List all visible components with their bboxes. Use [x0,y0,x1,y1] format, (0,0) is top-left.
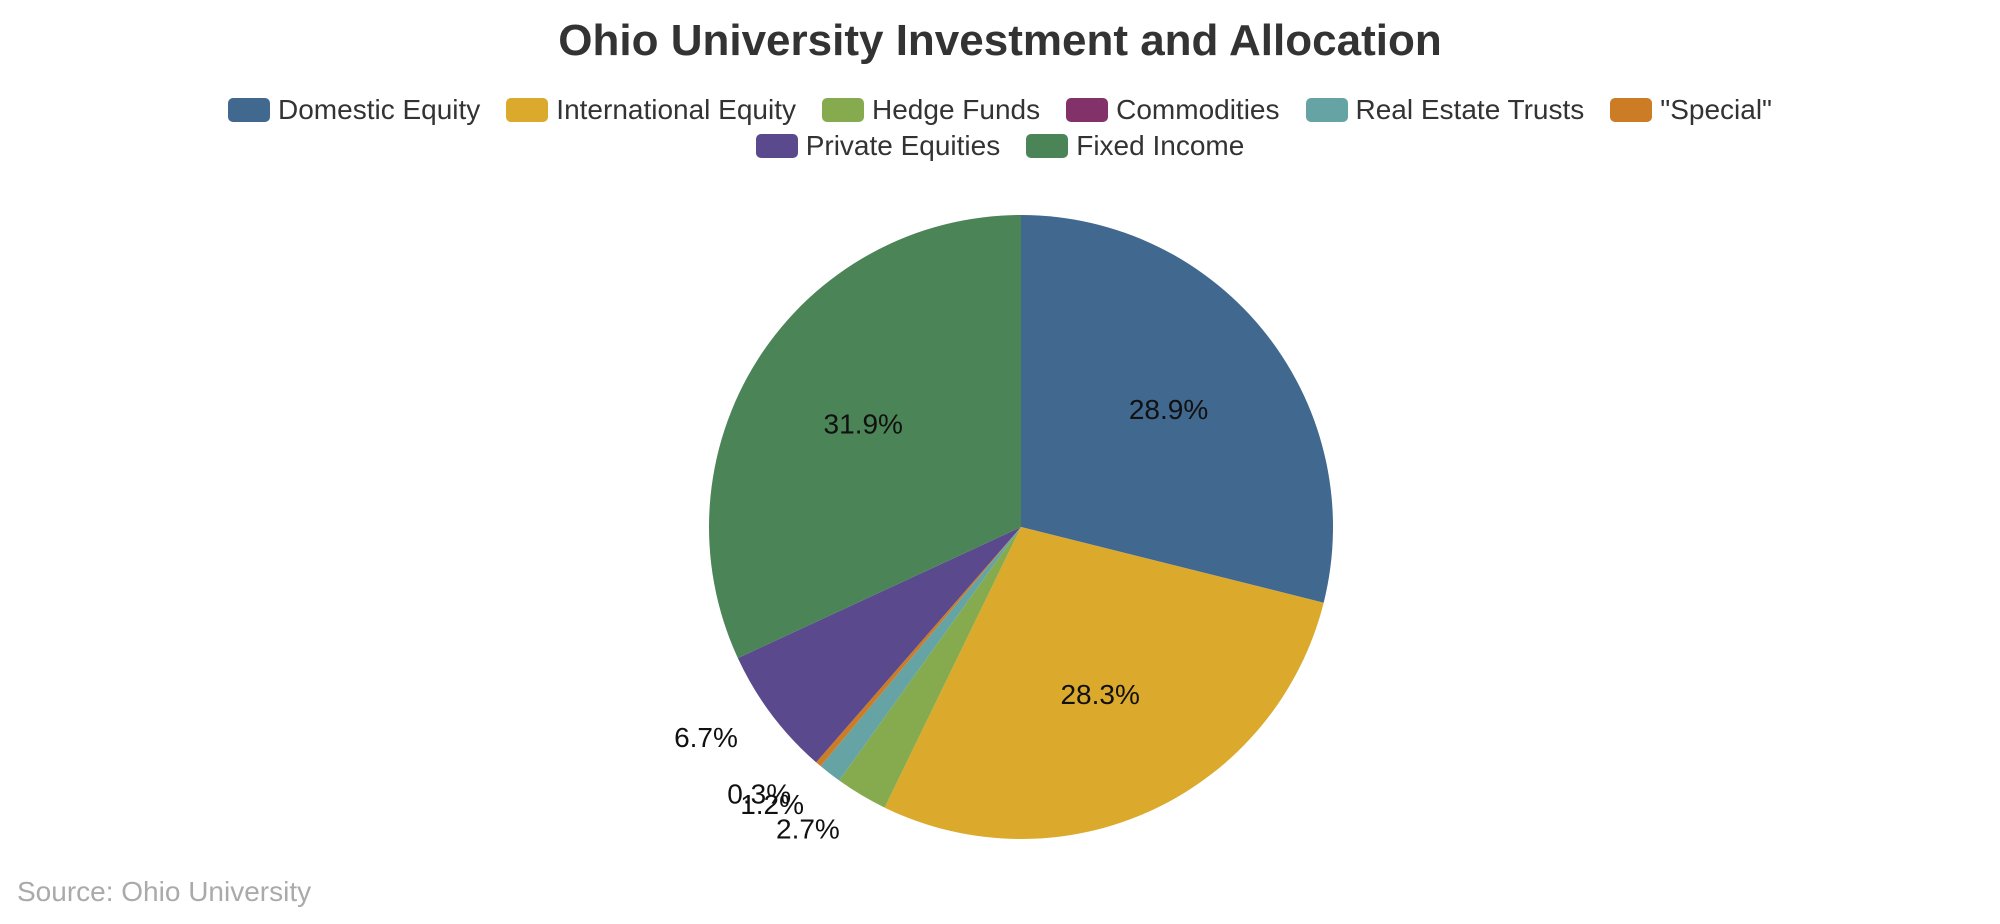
data-label-domestic-equity: 28.9% [1129,394,1208,425]
pie-slice-hedge-funds[interactable] [839,527,1021,808]
pie-slice-international-equity[interactable] [884,527,1324,840]
legend-label: Fixed Income [1076,130,1245,161]
pie-slice-special[interactable] [816,527,1021,767]
legend-label: Hedge Funds [872,94,1041,125]
legend-row-1: Domestic Equity International Equity Hed… [0,94,2000,125]
chart-title: Ohio University Investment and Allocatio… [558,16,1442,65]
data-label-fixed-income: 31.9% [824,409,903,440]
data-label-private-equities: 6.7% [674,722,738,753]
legend-item-fixed-income[interactable]: Fixed Income [1026,130,1245,161]
legend-item-international-equity[interactable]: International Equity [506,94,797,125]
legend-item-commodities[interactable]: Commodities [1066,94,1280,125]
legend-swatch [228,98,270,122]
legend-label: Commodities [1116,94,1280,125]
pie-slice-private-equities[interactable] [737,527,1021,763]
legend: Domestic Equity International Equity Hed… [0,94,2000,168]
legend-swatch [755,134,798,158]
source-note: Source: Ohio University [17,876,312,907]
data-label-international-equity: 28.3% [1060,679,1139,710]
legend-label: Private Equities [805,130,1001,161]
pie-slice-fixed-income[interactable] [709,215,1021,659]
legend-label: International Equity [556,94,797,125]
legend-swatch [1066,98,1109,122]
data-label-real-estate-trusts: 1.2% [740,789,804,820]
legend-row-2: Private Equities Fixed Income [0,130,2000,161]
legend-swatch [506,98,549,122]
legend-swatch [1610,98,1653,122]
legend-item-domestic-equity[interactable]: Domestic Equity [228,94,481,125]
legend-label: Real Estate Trusts [1355,94,1585,125]
legend-swatch [1026,134,1069,158]
legend-item-hedge-funds[interactable]: Hedge Funds [822,94,1041,125]
legend-item-private-equities[interactable]: Private Equities [755,130,1001,161]
pie-slice-domestic-equity[interactable] [1021,215,1333,603]
legend-item-special[interactable]: "Special" [1610,94,1772,125]
data-label-hedge-funds: 2.7% [776,814,840,845]
data-label-special: 0.3% [727,779,791,810]
legend-item-real-estate-trusts[interactable]: Real Estate Trusts [1305,94,1585,125]
pie-slice-real-estate-trusts[interactable] [820,527,1021,781]
legend-swatch [1305,98,1348,122]
legend-label: Domestic Equity [278,94,481,125]
legend-label: "Special" [1660,94,1772,125]
legend-swatch [822,98,865,122]
